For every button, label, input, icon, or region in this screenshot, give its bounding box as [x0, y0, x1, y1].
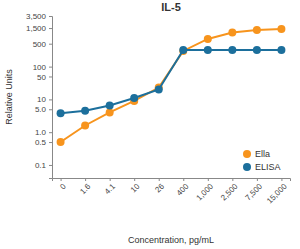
- series-point: [204, 35, 212, 43]
- y-tick-label: 50: [37, 73, 46, 82]
- series-point: [228, 28, 236, 36]
- y-tick-label: 3,500: [26, 12, 47, 21]
- plot: 0.10.51.05.010501005001,5003,50001.64.11…: [26, 12, 291, 205]
- series-point: [155, 86, 163, 94]
- y-tick: 10: [37, 95, 52, 104]
- y-tick-label: 0.5: [35, 138, 47, 147]
- y-tick-label: 500: [33, 40, 47, 49]
- series-point: [130, 94, 138, 102]
- series-point: [253, 26, 261, 34]
- y-tick: 5.0: [35, 105, 52, 114]
- x-tick-mark: [257, 178, 258, 181]
- y-tick-mark: [49, 76, 52, 77]
- x-tick: 15,000: [265, 178, 289, 205]
- x-tick-mark: [61, 178, 62, 181]
- x-tick-label: 10: [129, 181, 142, 194]
- title: IL-5: [161, 1, 181, 13]
- y-axis: 0.1 0.51.0 5.010 50100 500 1,500 3,500: [26, 12, 53, 178]
- legend-label: ELISA: [255, 162, 281, 172]
- y-tick-mark: [49, 16, 52, 17]
- series-line: [61, 50, 282, 113]
- x-tick-label: 7,500: [244, 181, 265, 202]
- y-tick: 50: [37, 73, 52, 82]
- x-tick: 26: [153, 178, 166, 194]
- x-tick-label: 26: [153, 181, 166, 194]
- series-point: [228, 46, 236, 54]
- y-tick-mark: [49, 67, 52, 68]
- x-tick: 4.1: [103, 178, 118, 196]
- y-tick-label: 5.0: [35, 105, 47, 114]
- x-tick-label: 15,000: [265, 181, 289, 205]
- y-tick: 100: [33, 63, 52, 72]
- series-point: [106, 108, 114, 116]
- y-tick-label: 1,500: [26, 24, 47, 33]
- y-tick: 0.5: [35, 138, 52, 147]
- y-tick-mark: [49, 142, 52, 143]
- series-point: [81, 121, 89, 129]
- legend-item: ELISA: [243, 162, 281, 172]
- x-tick-label: 4.1: [103, 181, 118, 196]
- y-tick-mark: [49, 28, 52, 29]
- series-point: [106, 102, 114, 110]
- x-tick-label: 2,500: [219, 181, 240, 202]
- series-point: [81, 107, 89, 115]
- legend-item: Ella: [243, 149, 270, 159]
- y-tick-mark: [49, 99, 52, 100]
- x-tick-label: 1.6: [78, 181, 93, 196]
- x-tick: 400: [175, 178, 191, 198]
- marks: [57, 25, 286, 146]
- x-tick-label: 0: [58, 181, 68, 191]
- y-tick-mark: [49, 132, 52, 133]
- x-axis: 0 1.6 4.1 10 26 4001,0002,5007,50015,000: [53, 178, 291, 205]
- series-point: [253, 46, 261, 54]
- x-tick: 10: [129, 178, 142, 194]
- y-tick: 3,500: [26, 12, 52, 21]
- series-point: [277, 46, 285, 54]
- y-axis-line: [49, 17, 53, 179]
- x-axis-line: [53, 179, 291, 182]
- y-tick-label: 1.0: [35, 128, 47, 137]
- y-tick: 1,500: [26, 24, 52, 33]
- x-tick-mark: [110, 178, 111, 181]
- x-axis-title: Concentration, pg/mL: [128, 235, 214, 245]
- series-point: [204, 46, 212, 54]
- series-point: [57, 138, 65, 146]
- y-tick-label: 0.1: [35, 161, 47, 170]
- y-tick: 500: [33, 40, 52, 49]
- x-tick: 0: [58, 178, 68, 191]
- x-tick-label: 400: [175, 181, 191, 197]
- x-tick: 7,500: [244, 178, 265, 202]
- series-point: [179, 46, 187, 54]
- x-tick-mark: [134, 178, 135, 181]
- legend: Ella ELISA: [243, 149, 281, 172]
- x-tick-mark: [232, 178, 233, 181]
- y-tick: 0.1: [35, 161, 52, 170]
- x-tick: 2,500: [219, 178, 240, 202]
- legend-swatch: [243, 150, 251, 158]
- x-tick: 1.6: [78, 178, 93, 196]
- series-line: [61, 29, 282, 142]
- legend-swatch: [243, 163, 251, 171]
- x-tick-mark: [85, 178, 86, 181]
- x-tick-mark: [183, 178, 184, 181]
- x-tick-label: 1,000: [195, 181, 216, 202]
- x-tick: 1,000: [195, 178, 216, 202]
- y-tick-label: 100: [33, 63, 47, 72]
- y-tick: 1.0: [35, 128, 52, 137]
- y-tick-mark: [49, 165, 52, 166]
- y-tick-mark: [49, 44, 52, 45]
- series-point: [57, 109, 65, 117]
- y-tick-label: 10: [37, 95, 46, 104]
- y-axis-title: Relative Units: [4, 69, 14, 125]
- y-tick-mark: [49, 109, 52, 110]
- x-tick-mark: [159, 178, 160, 181]
- legend-label: Ella: [255, 149, 270, 159]
- x-tick-mark: [208, 178, 209, 181]
- x-tick-mark: [281, 178, 282, 181]
- chart: IL-50.10.51.05.010501005001,5003,50001.6…: [0, 0, 300, 249]
- series-point: [277, 25, 285, 33]
